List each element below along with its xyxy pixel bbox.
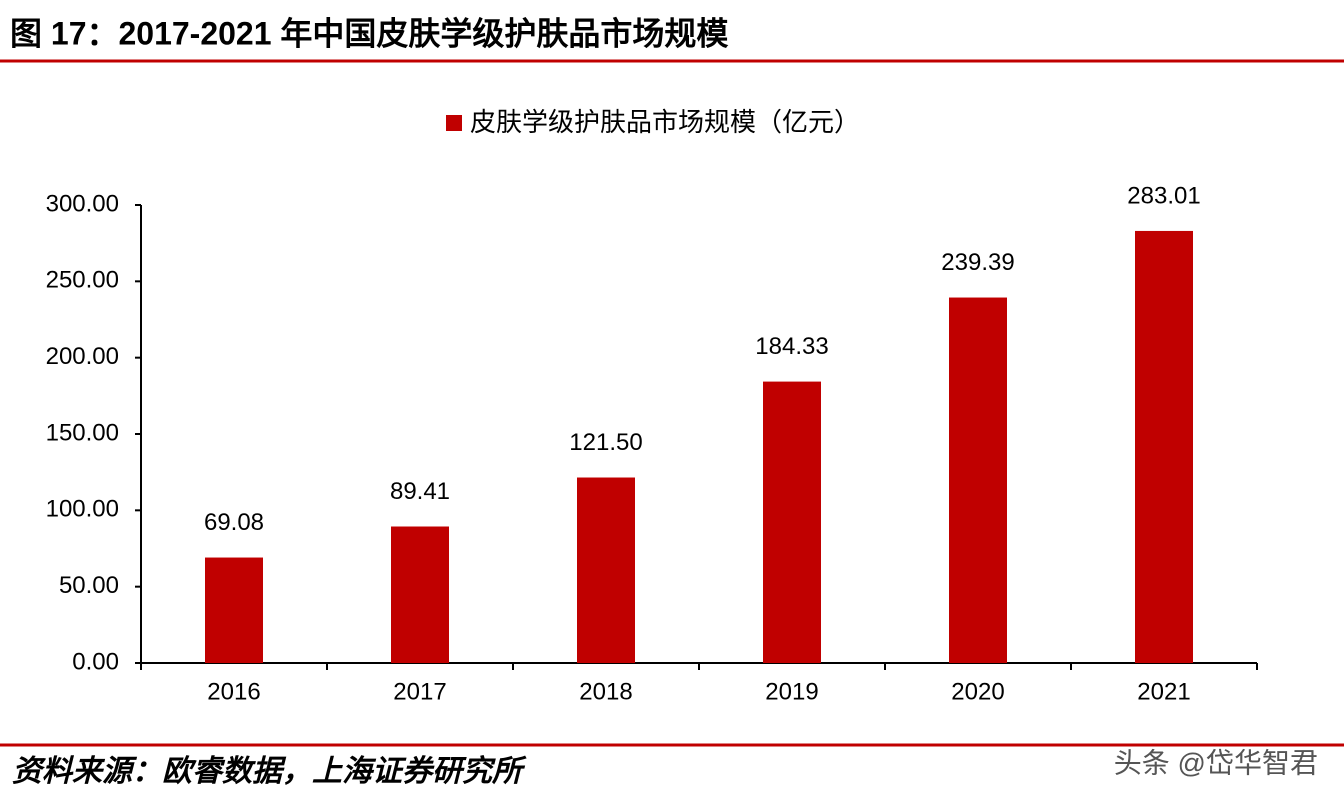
y-tick-label: 250.00 [46,267,119,294]
y-tick-label: 50.00 [59,572,119,599]
bar [763,381,821,663]
x-tick-label: 2018 [579,678,632,705]
y-tick-label: 0.00 [72,648,119,675]
x-tick-label: 2016 [207,678,260,705]
source: 资料来源：欧睿数据，上海证券研究所 [12,755,527,788]
y-tick-label: 100.00 [46,496,119,523]
data-label: 184.33 [755,333,828,360]
chart-title: 图 17：2017-2021 年中国皮肤学级护肤品市场规模 [10,15,728,51]
legend-swatch [446,115,462,131]
data-label: 89.41 [390,478,450,505]
y-tick-label: 300.00 [46,190,119,217]
x-tick-label: 2021 [1137,678,1190,705]
y-tick-label: 200.00 [46,343,119,370]
legend-label: 皮肤学级护肤品市场规模（亿元） [470,107,860,137]
bar [205,557,263,663]
data-label: 69.08 [204,509,264,536]
x-tick-label: 2017 [393,678,446,705]
bar [1135,230,1193,664]
data-label: 121.50 [569,429,642,456]
watermark: 头条 @岱华智君 [1114,747,1318,778]
data-label: 283.01 [1127,182,1200,209]
bar [577,477,635,663]
bar [949,297,1007,663]
data-label: 239.39 [941,249,1014,276]
x-tick-label: 2020 [951,678,1004,705]
y-tick-label: 150.00 [46,419,119,446]
x-tick-label: 2019 [765,678,818,705]
bar [391,526,449,663]
